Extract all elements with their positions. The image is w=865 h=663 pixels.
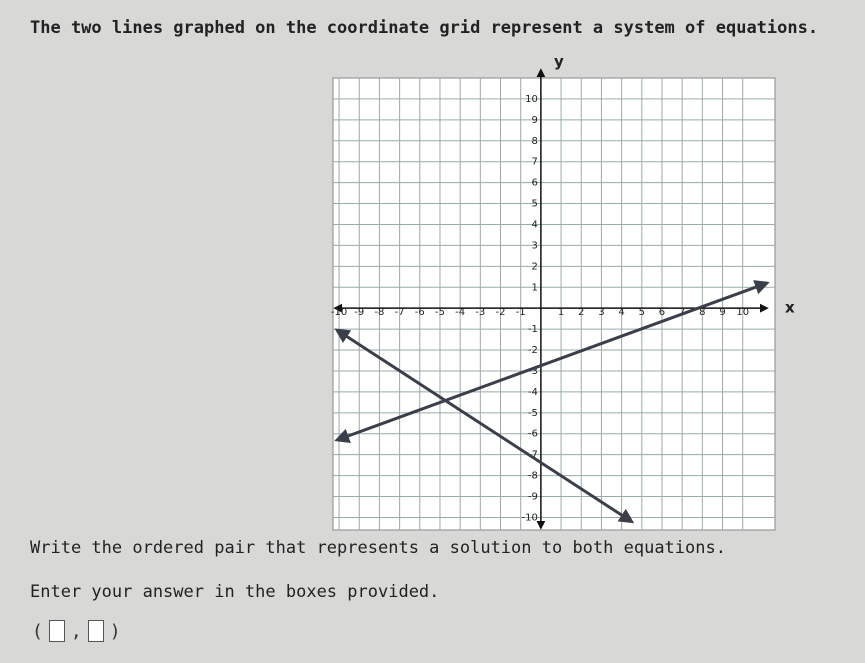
y-tick-label: 4 [532, 219, 538, 230]
separator: , [70, 620, 82, 642]
y-tick-label: -1 [528, 324, 538, 335]
y-tick-label: 6 [532, 178, 538, 189]
y-axis-label: y [554, 53, 564, 71]
answer: ( , ) [32, 620, 121, 642]
y-tick-label: 9 [532, 115, 538, 126]
x-tick-label: 6 [659, 307, 665, 318]
x-tick-label: 9 [719, 307, 725, 318]
y-tick-label: 3 [532, 240, 538, 251]
x-tick-label: 5 [639, 307, 645, 318]
instruction: Write the ordered pair that represents a… [30, 538, 726, 558]
y-tick-label: -9 [528, 492, 538, 503]
x-tick-label: -8 [374, 307, 384, 318]
answer-box-x[interactable] [48, 620, 65, 642]
y-tick-label: 5 [532, 199, 538, 210]
x-tick-label: -3 [475, 307, 485, 318]
y-tick-label: -10 [522, 512, 538, 523]
x-tick-label: -9 [354, 307, 364, 318]
answer-box-y[interactable] [87, 620, 104, 642]
x-tick-label: -1 [516, 307, 526, 318]
x-tick-label: -7 [395, 307, 405, 318]
y-tick-label: 1 [532, 282, 538, 293]
x-tick-label: 10 [736, 307, 749, 318]
y-tick-label: 2 [532, 261, 538, 272]
x-tick-label: -2 [496, 307, 506, 318]
x-axis-label: x [785, 299, 795, 317]
line [334, 328, 635, 524]
paren: ( [32, 620, 43, 642]
question: The two lines graphed on the coordinate … [30, 18, 819, 38]
x-tick-label: -5 [435, 307, 445, 318]
x-tick-label: -4 [455, 307, 465, 318]
y-tick-label: -2 [528, 345, 538, 356]
y-tick-label: -4 [528, 387, 538, 398]
y-tick-label: 10 [525, 94, 538, 105]
x-tick-label: 1 [558, 307, 564, 318]
y-tick-label: -6 [528, 429, 538, 440]
y-tick-label: -8 [528, 471, 538, 482]
y-tick-label: 8 [532, 136, 538, 147]
x-tick-label: -10 [331, 307, 347, 318]
y-tick-label: -5 [528, 408, 538, 419]
x-tick-label: 3 [598, 307, 604, 318]
prompt: Enter your answer in the boxes provided. [30, 582, 440, 602]
x-tick-label: 4 [618, 307, 624, 318]
x-tick-label: 2 [578, 307, 584, 318]
y-tick-label: 7 [532, 157, 538, 168]
x-tick-label: -6 [415, 307, 425, 318]
paren: ) [109, 620, 121, 642]
